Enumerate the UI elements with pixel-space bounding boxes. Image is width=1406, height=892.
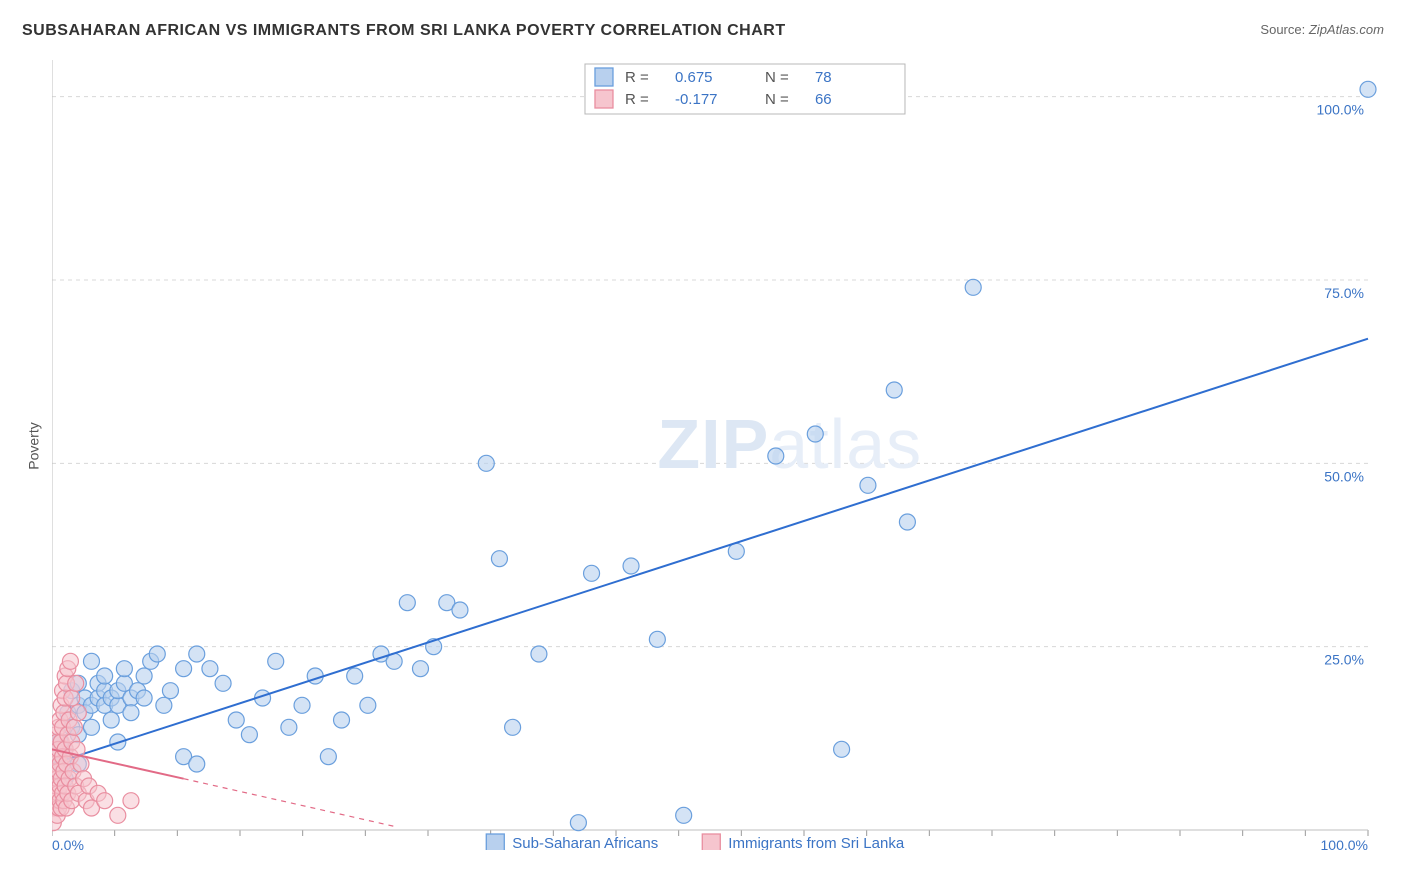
svg-text:ZIPatlas: ZIPatlas bbox=[657, 405, 922, 483]
svg-text:75.0%: 75.0% bbox=[1324, 285, 1364, 301]
svg-text:0.675: 0.675 bbox=[675, 69, 713, 86]
svg-text:Sub-Saharan Africans: Sub-Saharan Africans bbox=[512, 835, 658, 850]
svg-text:-0.177: -0.177 bbox=[675, 91, 718, 108]
svg-text:100.0%: 100.0% bbox=[1321, 837, 1368, 850]
svg-text:50.0%: 50.0% bbox=[1324, 468, 1364, 484]
y-axis-label: Poverty bbox=[26, 422, 42, 469]
svg-text:25.0%: 25.0% bbox=[1324, 652, 1364, 668]
svg-text:N =: N = bbox=[765, 91, 789, 108]
svg-text:66: 66 bbox=[815, 91, 832, 108]
svg-text:0.0%: 0.0% bbox=[52, 837, 84, 850]
source-value: ZipAtlas.com bbox=[1309, 22, 1384, 37]
source-label: Source: bbox=[1260, 22, 1305, 37]
svg-text:R =: R = bbox=[625, 91, 649, 108]
source-attribution: Source: ZipAtlas.com bbox=[1260, 22, 1384, 37]
svg-text:78: 78 bbox=[815, 69, 832, 86]
svg-text:N =: N = bbox=[765, 69, 789, 86]
svg-text:100.0%: 100.0% bbox=[1317, 102, 1364, 118]
svg-text:R =: R = bbox=[625, 69, 649, 86]
svg-text:Immigrants from Sri Lanka: Immigrants from Sri Lanka bbox=[728, 835, 905, 850]
scatter-chart: 25.0% 50.0% 75.0% 100.0% ZIPatlas 0.0% 100.0% S… bbox=[52, 60, 1382, 850]
chart-title: SUBSAHARAN AFRICAN VS IMMIGRANTS FROM SR… bbox=[22, 22, 786, 40]
chart-container: 25.0% 50.0% 75.0% 100.0% ZIPatlas 0.0% 100.0% S… bbox=[52, 60, 1382, 850]
